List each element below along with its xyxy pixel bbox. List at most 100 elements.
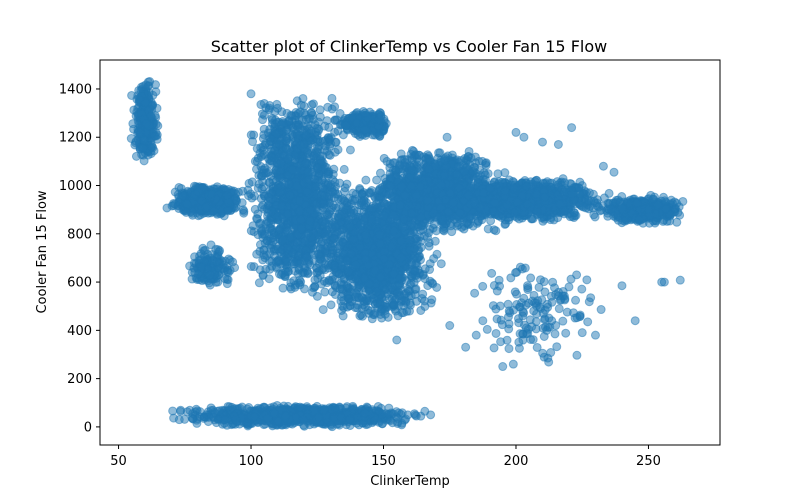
data-point <box>346 205 356 215</box>
data-point <box>151 87 161 97</box>
data-point <box>356 198 366 208</box>
data-point <box>338 237 348 247</box>
data-point <box>319 202 329 212</box>
data-point <box>134 94 144 104</box>
data-point <box>412 236 422 246</box>
data-point <box>136 128 146 138</box>
data-point <box>320 121 330 131</box>
data-point <box>360 125 370 135</box>
data-point <box>305 216 315 226</box>
data-point <box>238 205 248 215</box>
data-point <box>339 164 349 174</box>
data-point <box>258 255 268 265</box>
data-point <box>212 257 222 267</box>
data-point <box>373 302 383 312</box>
data-point <box>342 256 352 266</box>
data-point <box>259 245 269 255</box>
data-point <box>244 178 254 188</box>
data-point <box>318 183 328 193</box>
data-point <box>312 263 322 273</box>
data-point <box>327 93 337 103</box>
data-point <box>141 119 151 129</box>
data-point <box>360 254 370 264</box>
data-point <box>372 287 382 297</box>
data-point <box>254 179 264 189</box>
data-point <box>301 130 311 140</box>
data-point <box>387 242 397 252</box>
data-point <box>303 167 313 177</box>
data-point <box>313 144 323 154</box>
data-point <box>305 205 315 215</box>
data-point <box>247 193 257 203</box>
data-point <box>256 224 266 234</box>
data-point <box>405 245 415 255</box>
data-point <box>251 164 261 174</box>
data-point <box>285 190 295 200</box>
data-point <box>222 190 232 200</box>
data-point <box>404 291 414 301</box>
data-point <box>287 165 297 175</box>
data-point <box>223 206 233 216</box>
data-point <box>312 291 322 301</box>
data-point <box>432 282 442 292</box>
data-point <box>343 293 353 303</box>
data-point <box>206 189 216 199</box>
data-point <box>334 255 344 265</box>
data-point <box>296 277 306 287</box>
data-point <box>360 273 370 283</box>
data-point <box>258 142 268 152</box>
data-point <box>263 208 273 218</box>
data-point <box>246 261 256 271</box>
data-point <box>432 249 442 259</box>
data-point <box>320 287 330 297</box>
data-point <box>411 284 421 294</box>
data-point <box>418 289 428 299</box>
data-point <box>312 163 322 173</box>
data-point <box>357 292 367 302</box>
data-point <box>376 272 386 282</box>
data-point <box>201 202 211 212</box>
data-point <box>196 262 206 272</box>
data-point <box>375 230 384 240</box>
data-point <box>264 274 274 284</box>
data-point <box>263 192 273 202</box>
data-point <box>266 223 276 233</box>
data-point <box>409 221 419 231</box>
data-point <box>297 224 307 234</box>
data-point <box>319 191 329 201</box>
data-point <box>278 118 288 128</box>
data-point <box>346 222 356 232</box>
data-point <box>436 259 446 269</box>
data-point <box>170 199 180 209</box>
data-point <box>283 267 293 277</box>
data-point <box>274 225 284 235</box>
data-point <box>384 260 394 270</box>
data-point <box>282 257 292 267</box>
data-point <box>193 187 203 197</box>
data-point <box>349 235 359 245</box>
data-point <box>491 226 501 236</box>
data-point <box>286 284 296 294</box>
data-point <box>303 269 313 279</box>
data-point <box>278 283 288 293</box>
data-point <box>213 277 223 287</box>
data-point <box>205 270 215 280</box>
data-point <box>283 244 293 254</box>
data-point <box>206 240 216 250</box>
data-point <box>320 219 330 229</box>
data-point <box>379 246 389 256</box>
data-point <box>367 203 377 213</box>
data-point <box>254 278 264 288</box>
data-point <box>355 311 365 321</box>
data-point <box>147 142 157 152</box>
data-point <box>302 187 312 197</box>
data-point <box>225 255 235 265</box>
data-point <box>387 298 397 308</box>
data-point <box>375 239 385 249</box>
data-point <box>341 120 351 130</box>
data-point <box>197 276 207 286</box>
data-point <box>426 298 436 308</box>
data-point <box>284 179 294 189</box>
data-point <box>278 235 288 245</box>
